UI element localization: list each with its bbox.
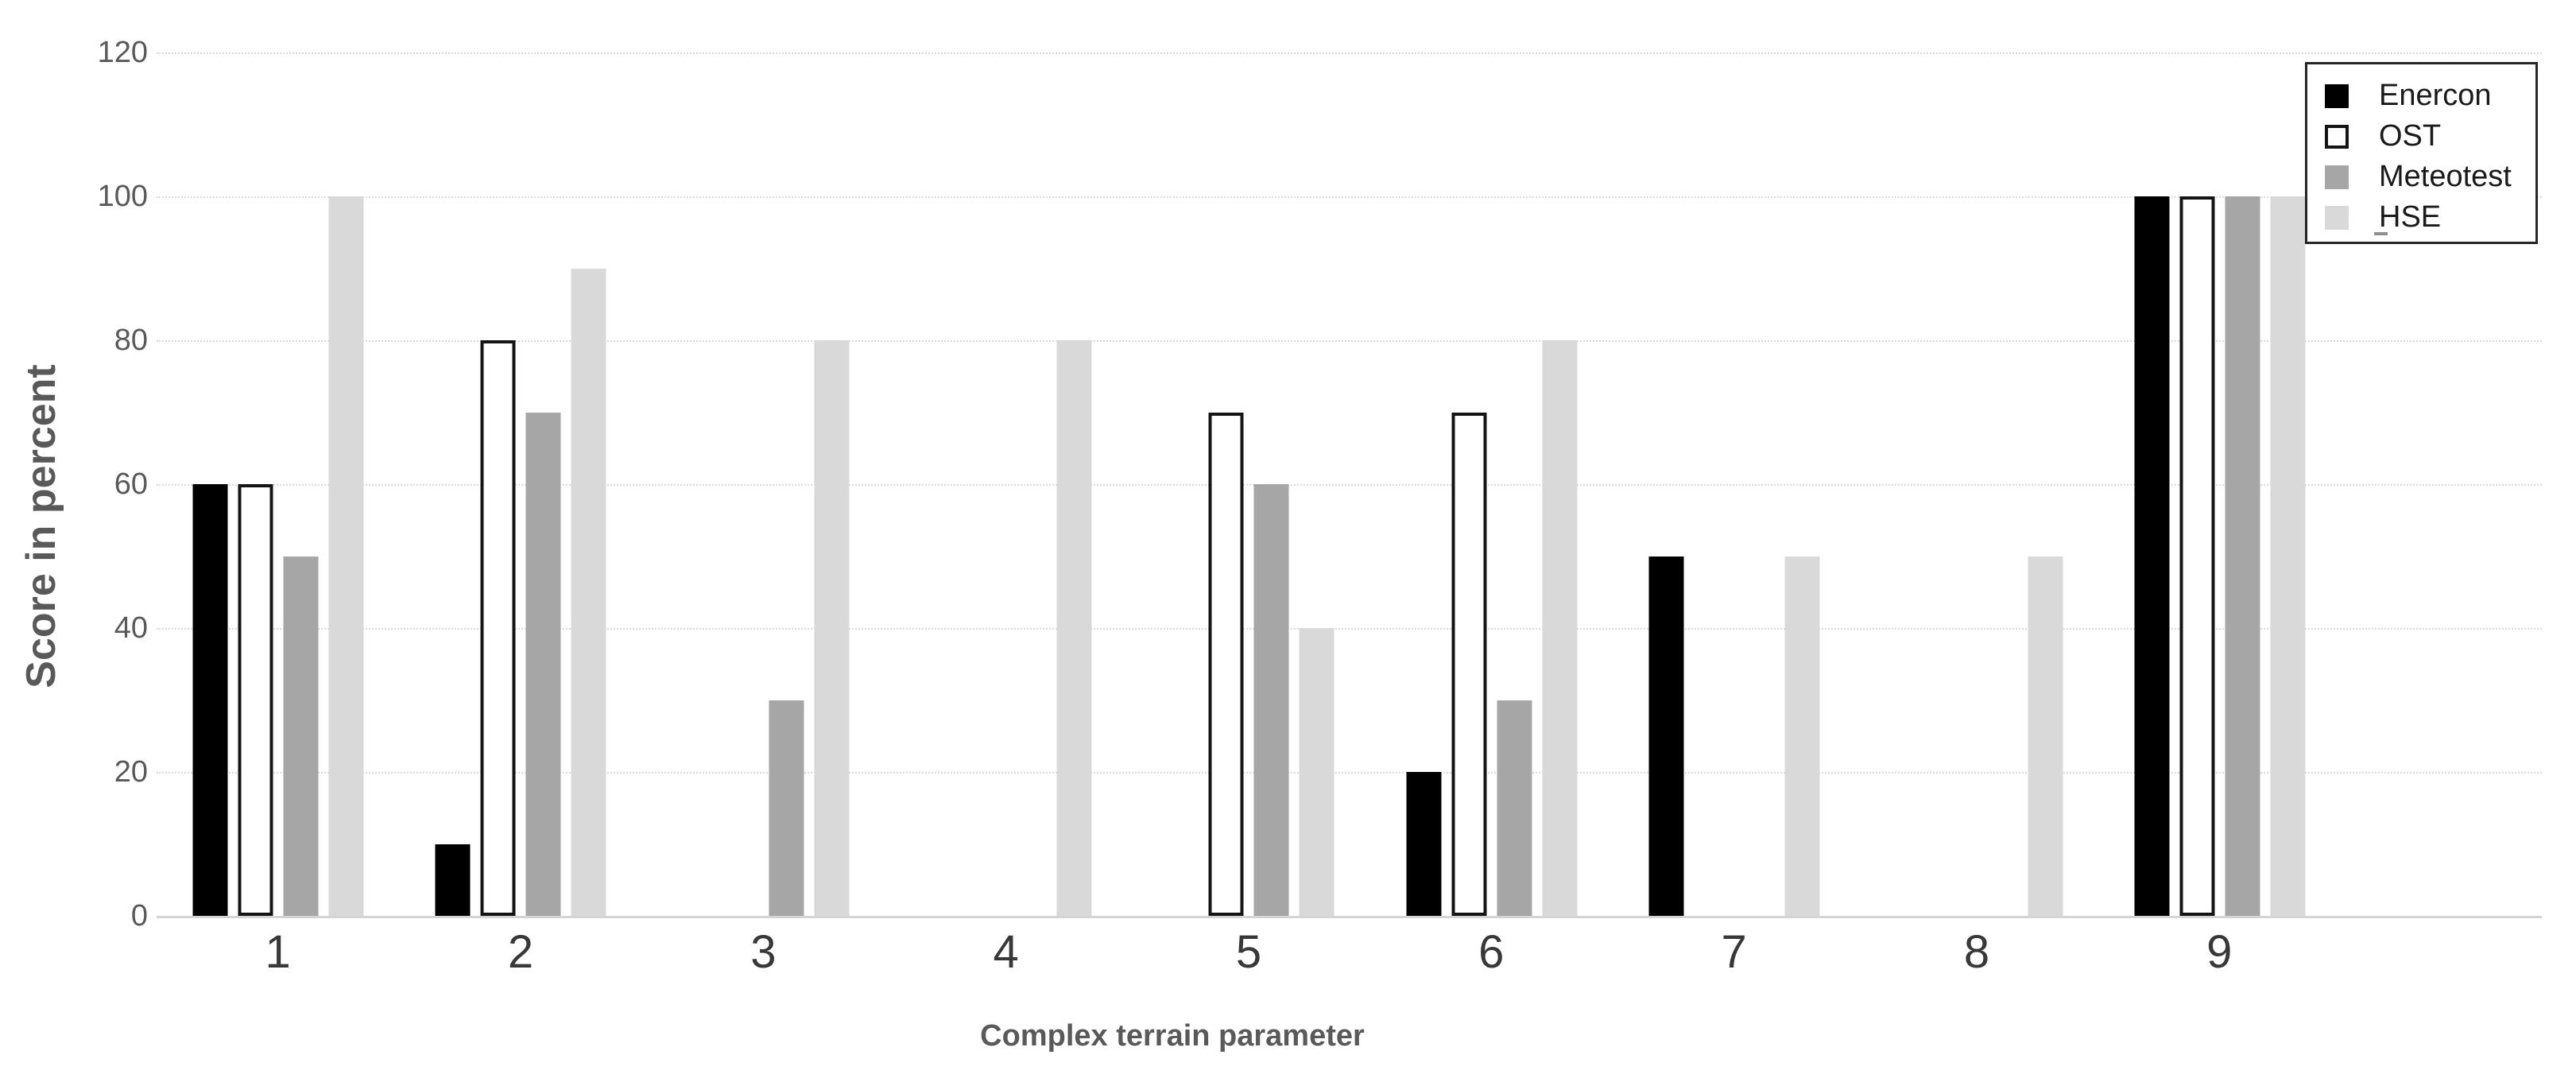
bar-enercon-group-1 — [192, 484, 228, 916]
bar-meteotest-group-6 — [1497, 700, 1532, 916]
bar-meteotest-group-3 — [769, 700, 804, 916]
bar-group-5 — [1128, 52, 1370, 916]
legend-label-hse: HSE — [2379, 200, 2442, 234]
y-tick-label-100: 100 — [97, 180, 148, 213]
x-tick-label-2: 2 — [507, 926, 534, 978]
bar-meteotest-group-5 — [1253, 484, 1289, 916]
gridline-80 — [157, 340, 2542, 342]
bar-group-3 — [642, 52, 885, 916]
legend-item-hse: HSE — [2325, 197, 2535, 238]
bar-hse-group-9 — [2270, 196, 2306, 916]
bar-hse-group-2 — [571, 268, 606, 916]
legend-item-enercon: Enercon — [2325, 76, 2535, 116]
x-tick-label-7: 7 — [1721, 926, 1747, 978]
bar-meteotest-group-1 — [283, 556, 319, 916]
x-axis-title: Complex terrain parameter — [980, 1019, 1365, 1053]
y-tick-label-120: 120 — [97, 36, 148, 69]
legend: Enercon OST Meteotest HSE — [2305, 62, 2538, 244]
y-tick-label-80: 80 — [114, 324, 148, 357]
legend-swatch-hse — [2325, 205, 2349, 230]
legend-label-ost: OST — [2379, 119, 2442, 153]
gridline-20 — [157, 772, 2542, 774]
plot-area — [157, 52, 2542, 918]
gridline-120 — [157, 52, 2542, 54]
bar-ost-group-6 — [1451, 412, 1487, 916]
bar-groups-container — [157, 52, 2342, 916]
bar-enercon-group-9 — [2134, 196, 2170, 916]
bar-hse-group-1 — [328, 196, 364, 916]
legend-clipped-item-dash — [2374, 232, 2388, 235]
bar-cluster-7 — [1648, 52, 1820, 916]
bar-group-9 — [2099, 52, 2342, 916]
bar-group-2 — [399, 52, 641, 916]
legend-label-enercon: Enercon — [2379, 79, 2492, 112]
legend-item-ost: OST — [2325, 116, 2535, 157]
x-tick-label-4: 4 — [993, 926, 1019, 978]
bar-hse-group-4 — [1056, 340, 1092, 916]
y-tick-label-0: 0 — [130, 899, 148, 933]
bar-cluster-6 — [1406, 52, 1578, 916]
x-axis-line — [157, 916, 2542, 918]
bar-meteotest-group-9 — [2225, 196, 2260, 916]
y-tick-label-40: 40 — [114, 611, 148, 645]
bar-ost-group-9 — [2179, 196, 2215, 916]
bar-hse-group-3 — [814, 340, 850, 916]
legend-swatch-enercon — [2325, 83, 2349, 108]
bar-hse-group-6 — [1542, 340, 1578, 916]
bar-group-8 — [1856, 52, 2098, 916]
x-tick-label-1: 1 — [265, 926, 291, 978]
y-tick-label-60: 60 — [114, 467, 148, 501]
gridline-40 — [157, 628, 2542, 630]
bar-cluster-8 — [1892, 52, 2063, 916]
bar-ost-group-2 — [480, 340, 516, 916]
x-tick-label-8: 8 — [1963, 926, 1990, 978]
bar-enercon-group-2 — [435, 843, 471, 916]
bar-group-4 — [885, 52, 1127, 916]
bar-group-7 — [1613, 52, 1856, 916]
gridline-100 — [157, 196, 2542, 198]
bar-cluster-9 — [2134, 52, 2306, 916]
bar-cluster-2 — [435, 52, 606, 916]
x-tick-label-5: 5 — [1235, 926, 1262, 978]
x-tick-label-9: 9 — [2206, 926, 2233, 978]
x-tick-label-3: 3 — [750, 926, 777, 978]
x-axis-labels: 1 2 3 4 5 6 7 8 9 — [157, 927, 2341, 978]
x-tick-label-6: 6 — [1478, 926, 1505, 978]
bar-hse-group-7 — [1784, 556, 1820, 916]
bar-cluster-5 — [1164, 52, 1334, 916]
bar-group-6 — [1370, 52, 1613, 916]
legend-swatch-meteotest — [2325, 165, 2349, 189]
legend-swatch-ost — [2325, 124, 2349, 149]
bar-enercon-group-6 — [1406, 772, 1442, 916]
legend-item-meteotest: Meteotest — [2325, 157, 2535, 197]
bar-ost-group-1 — [238, 484, 273, 916]
bar-group-1 — [157, 52, 399, 916]
bar-cluster-1 — [192, 52, 364, 916]
bar-hse-group-5 — [1299, 628, 1334, 916]
bar-meteotest-group-2 — [525, 412, 561, 916]
gridline-60 — [157, 484, 2542, 486]
bar-hse-group-8 — [2028, 556, 2063, 916]
bar-cluster-3 — [678, 52, 850, 916]
y-tick-label-20: 20 — [114, 755, 148, 789]
bar-cluster-4 — [921, 52, 1092, 916]
bar-enercon-group-7 — [1648, 556, 1684, 916]
bar-ost-group-5 — [1208, 412, 1244, 916]
legend-label-meteotest: Meteotest — [2379, 160, 2512, 193]
